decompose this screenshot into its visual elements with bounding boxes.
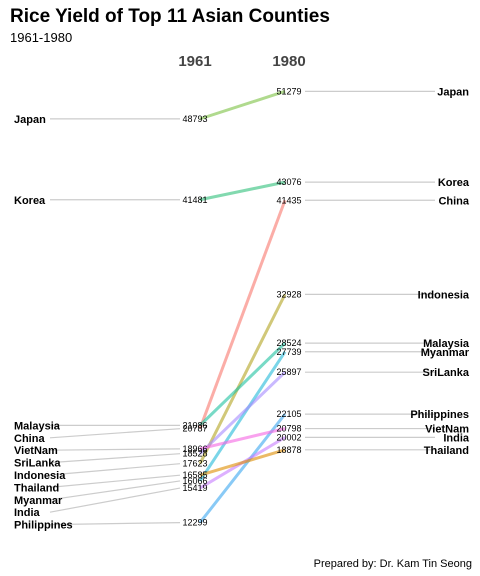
slope-indonesia [198, 293, 287, 465]
left-label-myanmar: Myanmar [14, 495, 63, 507]
slope-lines [198, 89, 287, 524]
right-label-indonesia: Indonesia [418, 289, 470, 301]
right-label-philippines: Philippines [410, 409, 469, 421]
left-label-vietnam: VietNam [14, 445, 58, 457]
guide-left-india [49, 487, 181, 513]
guide-lines [49, 90, 435, 526]
value-1980-myanmar: 27739 [276, 347, 301, 357]
left-label-philippines: Philippines [14, 520, 73, 532]
year-label-end: 1980 [272, 53, 305, 70]
guide-left-vietnam [49, 448, 181, 451]
left-label-korea: Korea [14, 195, 46, 207]
value-1980-japan: 51279 [276, 86, 301, 96]
labels-layer: Japan Japan 48793 51279 Korea Korea 41481 43076… [14, 86, 470, 531]
guide-left-indonesia [49, 463, 181, 476]
value-1961-japan: 48793 [182, 114, 207, 124]
value-1980-malaysia: 28524 [276, 338, 301, 348]
right-label-india: India [443, 432, 470, 444]
right-label-japan: Japan [437, 86, 469, 98]
value-1980-indonesia: 32928 [276, 289, 301, 299]
year-label-start: 1961 [178, 53, 211, 70]
value-1980-china: 41435 [276, 195, 301, 205]
value-1961-vietnam: 18966 [182, 444, 207, 454]
chart-caption: Prepared by: Dr. Kam Tin Seong [314, 558, 472, 570]
left-label-india: India [14, 507, 41, 519]
chart-subtitle: 1961-1980 [10, 30, 72, 45]
left-label-japan: Japan [14, 114, 46, 126]
value-1961-srilanka: 18528 [182, 449, 207, 459]
chart-title: Rice Yield of Top 11 Asian Counties [10, 6, 330, 27]
value-1980-srilanka: 25897 [276, 367, 301, 377]
slope-myanmar [198, 350, 287, 482]
right-label-malaysia: Malaysia [423, 338, 470, 350]
left-label-srilanka: SriLanka [14, 458, 61, 470]
value-1961-malaysia: 21086 [182, 420, 207, 430]
value-1961-philippines: 12299 [182, 518, 207, 528]
value-1961-indonesia: 17623 [182, 459, 207, 469]
guide-left-philippines [49, 522, 181, 526]
value-1980-india: 20002 [276, 432, 301, 442]
value-1961-thailand: 16585 [182, 470, 207, 480]
left-label-indonesia: Indonesia [14, 470, 66, 482]
guide-left-myanmar [49, 480, 181, 501]
right-label-srilanka: SriLanka [423, 367, 470, 379]
value-1980-korea: 43076 [276, 177, 301, 187]
left-label-malaysia: Malaysia [14, 420, 61, 432]
right-label-korea: Korea [438, 177, 470, 189]
right-label-myanmar: Myanmar [421, 347, 470, 359]
right-label-vietnam: VietNam [425, 424, 469, 436]
right-label-thailand: Thailand [424, 445, 469, 457]
value-1961-myanmar: 16066 [182, 476, 207, 486]
slope-thailand [199, 448, 286, 477]
guide-left-srilanka [49, 453, 181, 464]
slope-korea [199, 180, 286, 202]
guide-left-china [49, 428, 181, 439]
value-1980-philippines: 22105 [276, 409, 301, 419]
slope-malaysia [198, 342, 287, 427]
right-label-china: China [438, 195, 469, 207]
slope-vietnam [199, 427, 286, 451]
value-1961-korea: 41481 [182, 195, 207, 205]
value-1980-vietnam: 20798 [276, 424, 301, 434]
slope-japan [199, 89, 286, 121]
value-1961-india: 15419 [182, 483, 207, 493]
slope-china [198, 199, 287, 430]
left-label-china: China [14, 433, 45, 445]
value-1980-thailand: 18878 [276, 445, 301, 455]
value-1961-china: 20787 [182, 424, 207, 434]
guide-left-thailand [49, 474, 181, 488]
left-label-thailand: Thailand [14, 482, 59, 494]
slope-srilanka [198, 371, 287, 455]
